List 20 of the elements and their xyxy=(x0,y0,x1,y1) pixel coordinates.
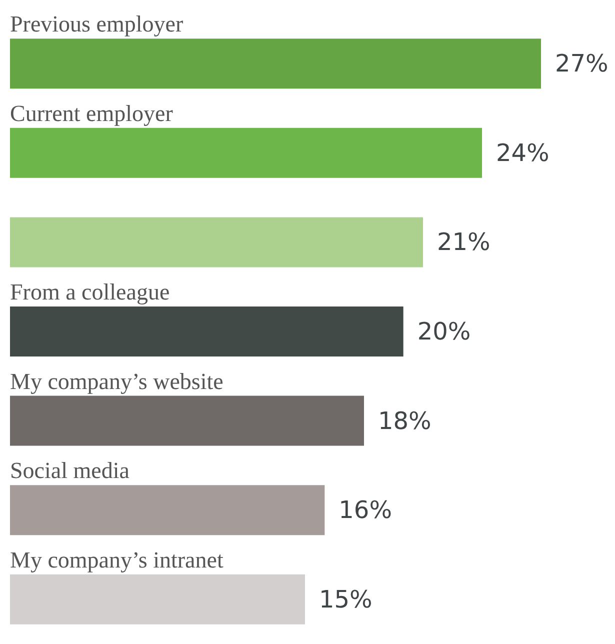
data-label: 20% xyxy=(417,318,471,346)
y-tick-label: From a colleague xyxy=(10,280,170,304)
data-label: 24% xyxy=(496,138,550,167)
bar xyxy=(10,574,305,624)
y-tick-label: Previous employer xyxy=(10,12,184,37)
data-label: 21% xyxy=(437,228,490,256)
y-tick-label: Social media xyxy=(10,458,130,484)
data-label: 16% xyxy=(338,496,392,524)
bar xyxy=(10,396,364,446)
y-tick-label: Current employer xyxy=(10,100,174,126)
data-label: 15% xyxy=(319,585,372,614)
data-label: 18% xyxy=(378,406,432,435)
bar xyxy=(10,485,325,536)
data-label: 27% xyxy=(555,50,608,78)
y-tick-label: My company’s intranet xyxy=(10,547,224,572)
bar xyxy=(10,38,541,89)
bar xyxy=(10,306,404,356)
bar xyxy=(10,217,423,268)
y-tick-label: My company’s website xyxy=(10,368,224,394)
bar xyxy=(10,128,482,178)
